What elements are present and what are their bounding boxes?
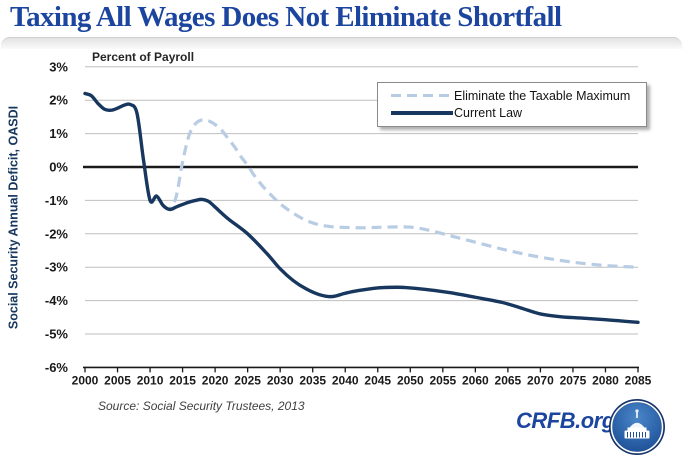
solid-line-swatch (391, 110, 453, 115)
svg-text:2060: 2060 (462, 373, 489, 387)
svg-text:-2%: -2% (45, 226, 69, 241)
title-divider-band (1, 37, 682, 49)
svg-text:0%: 0% (49, 160, 68, 175)
source-note: Source: Social Security Trustees, 2013 (98, 399, 305, 413)
svg-text:2030: 2030 (267, 373, 294, 387)
svg-text:2010: 2010 (137, 373, 164, 387)
crfb-org-label: CRFB.org (516, 408, 615, 433)
svg-text:2045: 2045 (364, 373, 391, 387)
dashed-line-swatch (391, 94, 453, 97)
svg-text:2065: 2065 (495, 373, 522, 387)
svg-text:-6%: -6% (45, 360, 69, 375)
svg-text:2040: 2040 (332, 373, 359, 387)
svg-text:2025: 2025 (234, 373, 261, 387)
svg-text:2035: 2035 (299, 373, 326, 387)
svg-text:2020: 2020 (202, 373, 229, 387)
unit-label: Percent of Payroll (92, 50, 195, 64)
svg-text:-5%: -5% (45, 327, 69, 342)
legend-label: Current Law (454, 105, 523, 120)
svg-text:-3%: -3% (45, 260, 69, 275)
svg-text:-1%: -1% (45, 193, 69, 208)
legend-item-eliminate-max: Eliminate the Taxable Maximum (391, 87, 646, 104)
legend-item-current-law: Current Law (391, 104, 646, 121)
svg-text:2050: 2050 (397, 373, 424, 387)
svg-text:2080: 2080 (592, 373, 619, 387)
svg-text:2055: 2055 (429, 373, 456, 387)
svg-text:-4%: -4% (45, 293, 69, 308)
svg-text:2000: 2000 (72, 373, 99, 387)
svg-text:2005: 2005 (104, 373, 131, 387)
svg-text:1%: 1% (49, 126, 68, 141)
legend-label: Eliminate the Taxable Maximum (454, 88, 631, 103)
svg-text:2085: 2085 (625, 373, 652, 387)
svg-text:2015: 2015 (169, 373, 196, 387)
chart-title: Taxing All Wages Does Not Eliminate Shor… (10, 1, 562, 33)
svg-text:2075: 2075 (560, 373, 587, 387)
svg-text:2%: 2% (49, 93, 68, 108)
svg-text:2070: 2070 (527, 373, 554, 387)
svg-text:3%: 3% (49, 59, 68, 74)
crfb-capitol-logo-icon (609, 399, 665, 455)
legend: Eliminate the Taxable Maximum Current La… (377, 82, 647, 127)
